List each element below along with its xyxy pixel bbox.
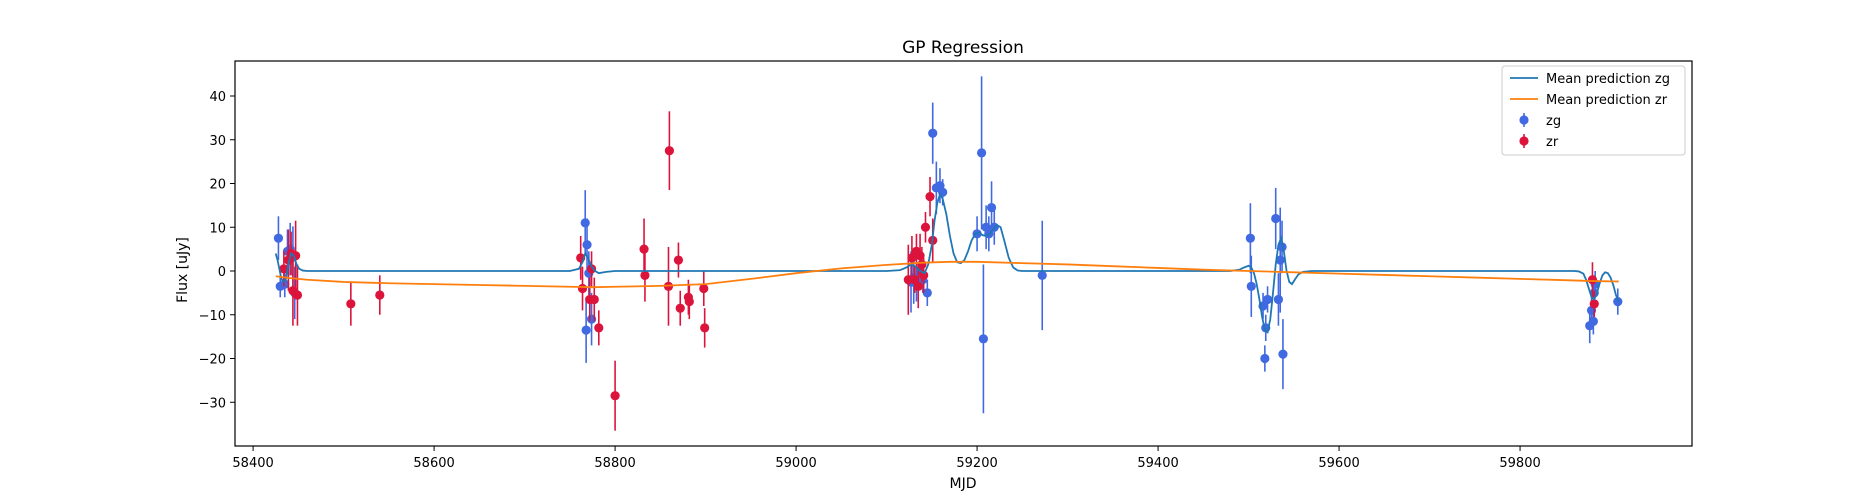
y-tick-label: 20 <box>209 178 226 193</box>
zg-data-point <box>580 218 590 228</box>
y-tick-label: −20 <box>199 353 226 368</box>
zr-data-point <box>673 255 684 265</box>
mean-prediction-zr-line <box>275 260 1619 289</box>
legend-entry-zg: zg <box>1519 113 1561 129</box>
zg-data-point <box>273 233 284 243</box>
zr-data-point <box>640 270 650 280</box>
zg-data-point <box>582 240 592 250</box>
x-tick-label: 59400 <box>1137 456 1178 471</box>
series-zr <box>279 111 1599 431</box>
zr-data-point <box>346 299 356 309</box>
zr-data-point <box>589 294 599 305</box>
legend: Mean prediction zg Mean prediction zr zg zr <box>1501 65 1686 156</box>
zr-data-point <box>639 244 649 254</box>
zg-data-point <box>1273 294 1284 305</box>
legend-label: Mean prediction zr <box>1546 93 1668 108</box>
zr-data-point <box>279 264 289 274</box>
zg-data-point <box>1271 213 1281 224</box>
legend-label: zr <box>1546 135 1559 150</box>
zg-data-point <box>581 325 591 335</box>
zr-data-point <box>577 283 588 294</box>
zr-data-point <box>610 391 620 401</box>
legend-entry-zr: zr <box>1519 134 1559 150</box>
zr-data-point <box>919 270 929 280</box>
zr-data-point <box>699 283 709 294</box>
zr-data-point <box>375 290 385 300</box>
plot-area <box>273 76 1623 431</box>
zg-data-point <box>978 334 989 344</box>
zr-data-point <box>903 275 913 285</box>
x-tick-label: 59200 <box>956 456 997 471</box>
zg-data-point <box>1588 316 1598 326</box>
plot-frame <box>234 60 1693 447</box>
zr-data-point <box>1587 275 1598 285</box>
x-tick-label: 58600 <box>413 456 454 471</box>
x-tick-label: 59600 <box>1318 456 1359 471</box>
legend-marker-swatch <box>1519 115 1529 125</box>
legend-box <box>1501 65 1686 156</box>
legend-label: Mean prediction zg <box>1546 72 1670 87</box>
zr-data-point <box>664 146 674 156</box>
zg-data-point <box>1278 349 1288 359</box>
x-axis-ticks: 58400 58600 58800 59000 59200 59400 59600 59800 <box>232 446 1541 471</box>
y-axis-ticks: −30 −20 −10 0 10 20 30 40 <box>199 90 235 411</box>
y-tick-label: 30 <box>209 134 226 149</box>
chart-title: GP Regression <box>902 38 1024 58</box>
y-axis-label: Flux [uJy] <box>175 237 191 303</box>
x-tick-label: 59800 <box>1499 456 1540 471</box>
mean-prediction-zg-line <box>274 192 1620 334</box>
zr-data-point <box>291 251 301 261</box>
zg-data-point <box>922 288 932 298</box>
zr-data-point <box>594 323 604 333</box>
y-tick-label: 40 <box>209 90 226 105</box>
legend-entry-mean-prediction-zr: Mean prediction zr <box>1510 93 1668 108</box>
zr-data-point <box>915 251 925 261</box>
legend-label: zg <box>1546 114 1561 129</box>
y-tick-label: 0 <box>218 265 226 280</box>
x-tick-label: 58800 <box>594 456 635 471</box>
zr-data-point <box>907 253 917 263</box>
zg-data-point <box>976 148 987 158</box>
y-tick-label: 10 <box>209 221 226 236</box>
x-tick-label: 58400 <box>232 456 273 471</box>
zg-data-point <box>1037 270 1047 280</box>
zr-data-point <box>700 323 710 333</box>
zg-data-point <box>1275 255 1285 265</box>
zr-data-point <box>917 259 927 270</box>
y-tick-label: −30 <box>199 396 226 411</box>
zr-data-point <box>684 297 694 307</box>
zr-data-point <box>586 264 597 274</box>
zr-data-point <box>920 222 931 232</box>
zg-data-point <box>1260 353 1270 364</box>
zr-data-point <box>913 281 923 291</box>
zg-data-point <box>928 128 938 138</box>
legend-entry-mean-prediction-zg: Mean prediction zg <box>1510 72 1670 87</box>
zr-data-point <box>675 303 685 313</box>
zr-data-point <box>925 192 935 202</box>
zg-data-point <box>1262 294 1273 305</box>
zg-data-point <box>986 202 997 213</box>
zg-data-point <box>1246 281 1256 291</box>
x-tick-label: 59000 <box>775 456 816 471</box>
zr-data-point <box>292 290 303 300</box>
legend-marker-swatch <box>1519 136 1529 146</box>
y-tick-label: −10 <box>199 309 226 324</box>
zr-data-point <box>1589 299 1599 309</box>
x-axis-label: MJD <box>950 476 977 492</box>
zg-data-point <box>1245 233 1255 243</box>
